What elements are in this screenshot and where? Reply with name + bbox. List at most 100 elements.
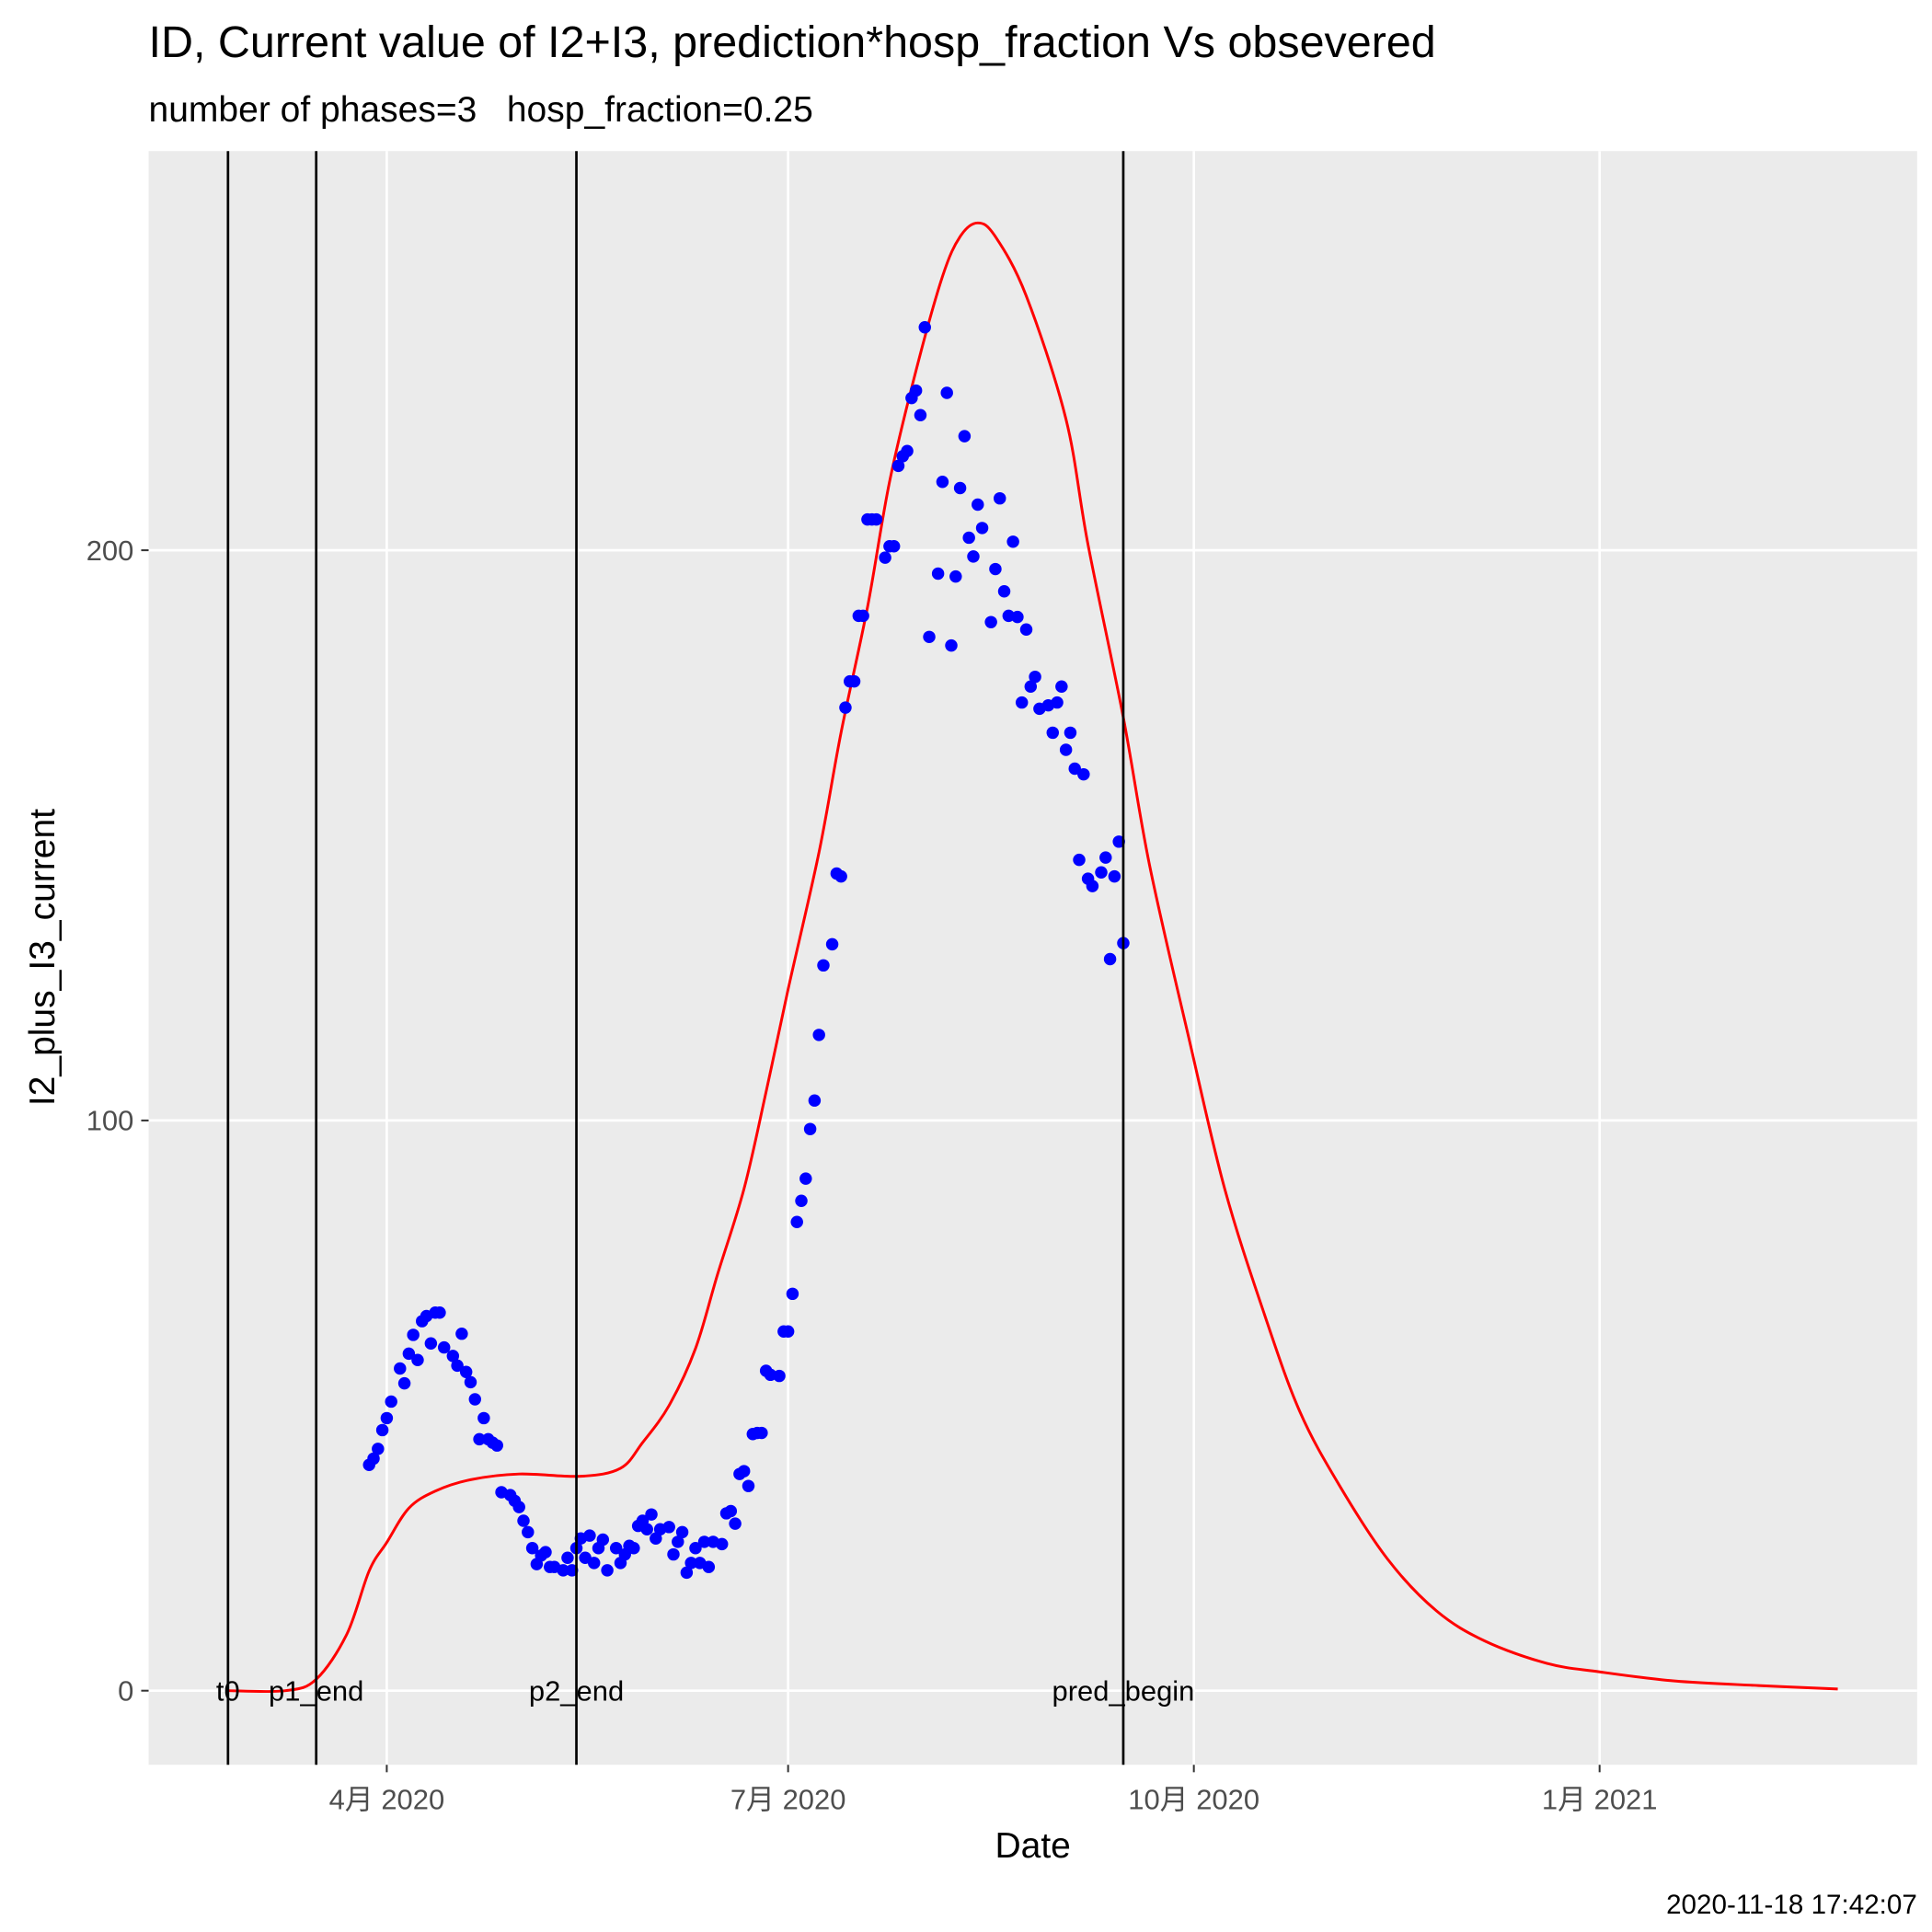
observed-point	[989, 562, 1002, 576]
observed-point	[512, 1501, 525, 1513]
phase-label: pred_begin	[1052, 1674, 1195, 1707]
observed-point	[640, 1523, 653, 1536]
observed-point	[411, 1353, 424, 1366]
observed-point	[857, 609, 869, 623]
observed-point	[1086, 880, 1099, 892]
observed-point	[675, 1525, 689, 1539]
observed-point	[601, 1564, 614, 1577]
observed-point	[473, 1432, 486, 1446]
observed-point	[945, 638, 958, 652]
observed-point	[879, 551, 891, 564]
observed-point	[1077, 767, 1090, 781]
observed-point	[949, 569, 962, 583]
observed-point	[786, 1287, 799, 1301]
observed-point	[424, 1337, 438, 1350]
observed-point	[645, 1508, 658, 1521]
observed-point	[799, 1172, 812, 1185]
observed-point	[834, 869, 847, 883]
observed-point	[737, 1465, 751, 1478]
observed-point	[817, 959, 830, 972]
observed-point	[869, 512, 883, 526]
x-tick-label: 10月 2020	[1128, 1784, 1259, 1816]
observed-point	[407, 1328, 420, 1341]
y-tick-label: 0	[118, 1674, 133, 1707]
caption: 2020-11-18 17:42:07	[1666, 1890, 1917, 1920]
observed-point	[967, 550, 980, 563]
y-tick-label: 100	[86, 1105, 134, 1137]
observed-point	[803, 1122, 817, 1135]
observed-point	[455, 1327, 468, 1340]
observed-point	[781, 1325, 795, 1338]
observed-point	[1095, 866, 1108, 880]
observed-point	[790, 1215, 803, 1228]
observed-point	[887, 540, 901, 553]
observed-point	[522, 1525, 535, 1539]
observed-point	[1064, 726, 1077, 740]
observed-point	[367, 1452, 380, 1466]
x-tick-label: 7月 2020	[730, 1784, 846, 1816]
observed-point	[667, 1547, 680, 1561]
observed-point	[891, 459, 905, 473]
observed-point	[517, 1514, 530, 1527]
observed-point	[433, 1306, 446, 1319]
observed-point	[464, 1375, 477, 1389]
observed-point	[539, 1546, 552, 1558]
observed-point	[808, 1094, 822, 1107]
observed-point	[372, 1443, 385, 1455]
x-axis-label: Date	[995, 1826, 1070, 1866]
observed-point	[1059, 743, 1073, 756]
observed-point	[451, 1359, 464, 1373]
observed-point	[940, 386, 953, 399]
observed-point	[1015, 696, 1029, 709]
observed-point	[394, 1362, 407, 1375]
x-tick-label: 1月 2021	[1542, 1784, 1658, 1816]
observed-point	[1046, 726, 1059, 740]
observed-point	[962, 531, 975, 545]
observed-point	[1103, 952, 1117, 966]
panel	[148, 151, 1917, 1765]
observed-point	[909, 384, 923, 397]
observed-point	[773, 1369, 786, 1383]
phase-label: p1_end	[269, 1674, 363, 1707]
observed-point	[847, 674, 861, 688]
observed-point	[684, 1557, 697, 1570]
observed-point	[994, 491, 1006, 505]
observed-point	[997, 584, 1011, 598]
observed-point	[1024, 680, 1038, 693]
observed-point	[1006, 535, 1019, 548]
observed-point	[936, 475, 949, 489]
observed-point	[742, 1479, 755, 1492]
observed-point	[477, 1411, 490, 1425]
observed-point	[662, 1521, 675, 1534]
observed-point	[446, 1350, 460, 1363]
observed-point	[525, 1542, 539, 1555]
observed-point	[1073, 853, 1086, 867]
observed-point	[975, 522, 989, 535]
observed-point	[1099, 851, 1112, 864]
observed-point	[437, 1340, 451, 1354]
observed-point	[385, 1395, 397, 1409]
observed-point	[1029, 670, 1041, 684]
observed-point	[755, 1426, 768, 1440]
observed-point	[490, 1439, 503, 1452]
observed-point	[561, 1551, 574, 1565]
observed-point	[931, 567, 945, 581]
observed-point	[923, 630, 936, 644]
observed-point	[1108, 869, 1121, 883]
observed-point	[1068, 762, 1081, 776]
observed-point	[1019, 623, 1033, 636]
observed-point	[918, 321, 931, 334]
observed-point	[715, 1537, 729, 1551]
observed-point	[795, 1194, 808, 1208]
observed-point	[972, 498, 984, 512]
observed-point	[397, 1376, 411, 1390]
observed-point	[1112, 835, 1125, 848]
observed-point	[839, 701, 852, 714]
observed-point	[914, 408, 927, 421]
phase-label: p2_end	[529, 1674, 624, 1707]
observed-point	[729, 1517, 742, 1530]
observed-point	[566, 1564, 579, 1577]
observed-point	[1011, 610, 1024, 624]
observed-point	[697, 1535, 711, 1548]
